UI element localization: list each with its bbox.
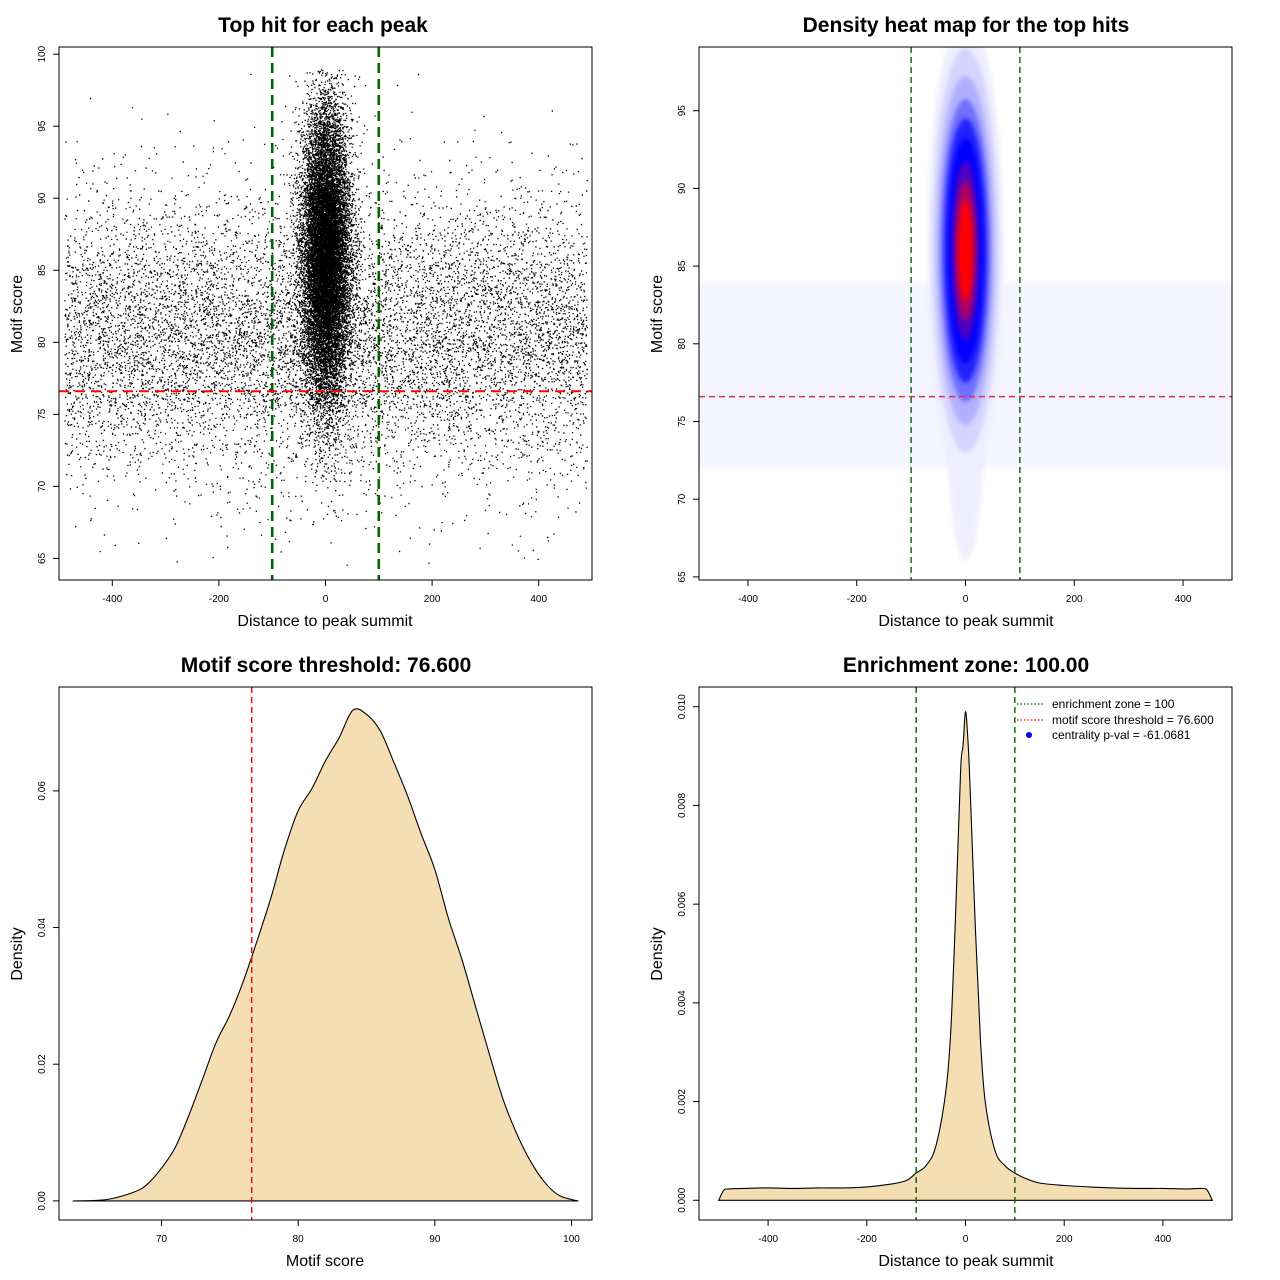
scatter-x-tick-label: -400 [102, 594, 122, 605]
score-density-title: Motif score threshold: 76.600 [181, 654, 472, 677]
heatmap-y-tick-label: 70 [677, 493, 688, 505]
heatmap-y-tick-label: 90 [677, 182, 688, 194]
score-density-plot-box [58, 686, 593, 1221]
distance-density-legend: enrichment zone = 100 motif score thresh… [1017, 697, 1214, 742]
legend-enrichment-label: enrichment zone = 100 [1052, 697, 1175, 711]
scatter-x-tick-label: 400 [530, 594, 547, 605]
heatmap-density-contour [958, 200, 973, 302]
score-density-x-tick-label: 70 [156, 1234, 168, 1245]
heatmap-x-tick-label: 400 [1175, 594, 1192, 605]
heatmap-title: Density heat map for the top hits [803, 14, 1130, 37]
heatmap-x-label: Distance to peak summit [878, 613, 1054, 630]
distance-density-axes: -400 -200 0 200 400 0.000 0.002 0.004 0.006 0.008… [677, 694, 1172, 1245]
scatter-plot-box [58, 46, 593, 581]
heatmap-x-tick-label: 0 [963, 594, 969, 605]
legend-pvalue-symbol [1026, 732, 1032, 738]
distance-density-plot-box [698, 686, 1233, 1221]
distance-density-y-tick-label: 0.008 [677, 792, 688, 817]
distance-density-x-tick-label: -200 [857, 1234, 877, 1245]
distance-density-y-label: Density [649, 927, 666, 980]
scatter-y-tick-label: 85 [37, 264, 48, 276]
scatter-y-tick-label: 100 [37, 45, 48, 62]
scatter-title: Top hit for each peak [218, 14, 428, 37]
scatter-points [64, 69, 589, 566]
heatmap-y-tick-label: 75 [677, 415, 688, 427]
scatter-y-tick-label: 95 [37, 120, 48, 132]
score-density-y-label: Density [9, 927, 26, 980]
distance-density-y-tick-label: 0.006 [677, 891, 688, 916]
scatter-y-tick-label: 90 [37, 192, 48, 204]
legend-threshold-label: motif score threshold = 76.600 [1052, 713, 1214, 727]
scatter-reference-lines [59, 47, 592, 580]
heatmap-y-tick-label: 80 [677, 338, 688, 350]
scatter-x-tick-label: 200 [424, 594, 441, 605]
score-density-y-tick-label: 0.06 [37, 781, 48, 801]
legend-pvalue-label: centrality p-val = -61.0681 [1052, 728, 1191, 742]
heatmap-density [699, 47, 1232, 562]
score-density-x-tick-label: 80 [293, 1234, 305, 1245]
scatter-point-cloud [64, 69, 589, 566]
distance-density-title: Enrichment zone: 100.00 [843, 654, 1089, 677]
score-density-outline [72, 708, 579, 1202]
distance-density-x-tick-label: 400 [1155, 1234, 1172, 1245]
scatter-x-tick-label: -200 [209, 594, 229, 605]
score-density-axes: 70 80 90 100 0.00 0.02 0.04 0.06 [37, 781, 580, 1245]
heatmap-reference-lines [699, 47, 1232, 580]
scatter-y-label: Motif score [9, 275, 26, 353]
heatmap-y-tick-label: 85 [677, 260, 688, 272]
score-density-x-tick-label: 100 [563, 1234, 580, 1245]
score-density-y-tick-label: 0.04 [37, 917, 48, 937]
scatter-x-label: Distance to peak summit [237, 613, 413, 630]
distance-density-y-tick-label: 0.004 [677, 990, 688, 1015]
heatmap-y-tick-label: 65 [677, 571, 688, 583]
heatmap-x-tick-label: -400 [738, 594, 758, 605]
distance-density-outline [717, 711, 1214, 1201]
distance-density-curve [717, 711, 1214, 1201]
distance-density-panel: Enrichment zone: 100.00 Distance to peak… [649, 654, 1233, 1270]
score-density-area [72, 708, 579, 1201]
distance-density-x-tick-label: 200 [1056, 1234, 1073, 1245]
heatmap-x-tick-label: -200 [847, 594, 867, 605]
score-density-y-tick-label: 0.00 [37, 1191, 48, 1211]
score-density-curve [72, 708, 579, 1202]
score-density-x-tick-label: 90 [429, 1234, 441, 1245]
distance-density-x-label: Distance to peak summit [878, 1253, 1054, 1270]
score-density-panel: Motif score threshold: 76.600 Motif scor… [9, 654, 593, 1270]
score-density-x-label: Motif score [286, 1253, 364, 1270]
scatter-x-tick-label: 0 [323, 594, 329, 605]
distance-density-zone-lines [915, 687, 1016, 1220]
scatter-y-tick-label: 65 [37, 552, 48, 564]
score-density-y-tick-label: 0.02 [37, 1054, 48, 1074]
scatter-y-tick-label: 75 [37, 408, 48, 420]
heatmap-y-tick-label: 95 [677, 105, 688, 117]
heatmap-x-tick-label: 200 [1066, 594, 1083, 605]
scatter-panel: Top hit for each peak Distance to peak s… [9, 14, 593, 630]
heatmap-plot-box [698, 46, 1233, 581]
heatmap-axes: -400 -200 0 200 400 65 70 75 80 85 90 95 [677, 105, 1192, 605]
distance-density-y-tick-label: 0.000 [677, 1187, 688, 1212]
distance-density-y-tick-label: 0.010 [677, 694, 688, 719]
distance-density-y-tick-label: 0.002 [677, 1089, 688, 1114]
heatmap-y-label: Motif score [649, 275, 666, 353]
distance-density-x-tick-label: 0 [963, 1234, 969, 1245]
scatter-y-tick-label: 70 [37, 480, 48, 492]
distance-density-area [718, 711, 1213, 1201]
scatter-axes: -400 -200 0 200 400 65 70 75 80 85 90 95 100 [37, 45, 547, 605]
heatmap-panel: Density heat map for the top hits Distan… [649, 14, 1233, 630]
scatter-y-tick-label: 80 [37, 336, 48, 348]
distance-density-x-tick-label: -400 [758, 1234, 778, 1245]
